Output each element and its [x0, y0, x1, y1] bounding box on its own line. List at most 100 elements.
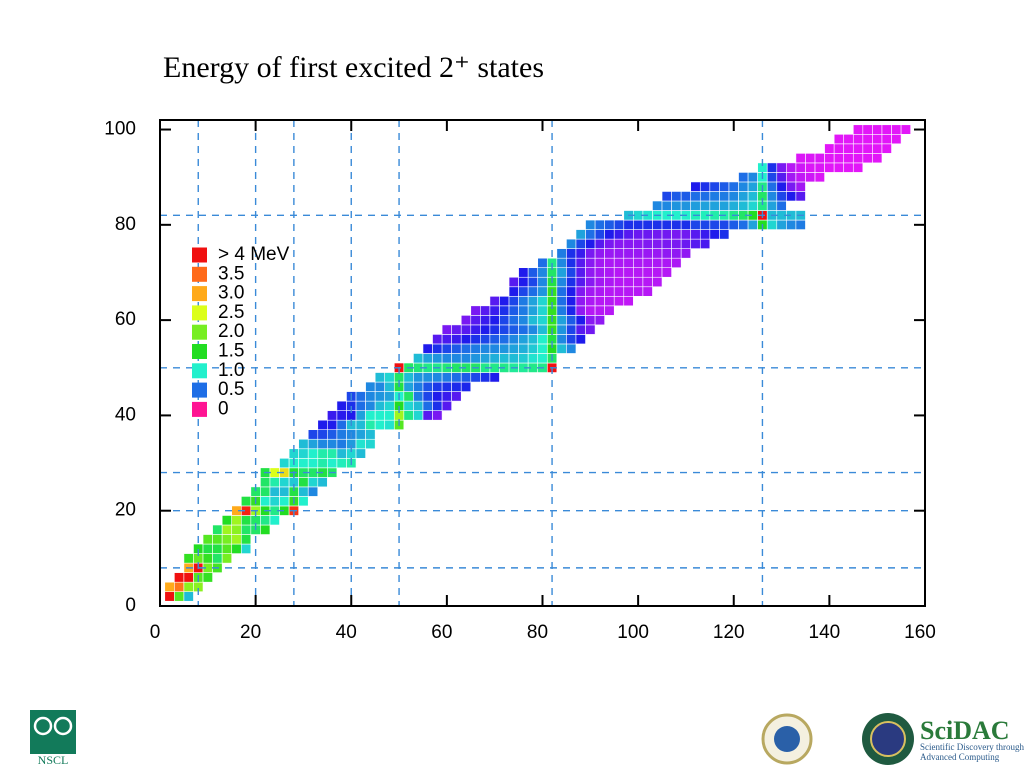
cell — [747, 200, 758, 211]
cell — [738, 200, 749, 211]
cell — [403, 372, 414, 383]
legend-swatch — [192, 382, 207, 398]
cell — [594, 295, 605, 307]
cell — [594, 229, 605, 240]
cell — [604, 295, 615, 307]
cell — [480, 343, 491, 354]
cell — [212, 524, 223, 535]
cell — [633, 286, 644, 297]
cell — [336, 419, 347, 431]
cell — [604, 238, 615, 249]
cell — [518, 305, 529, 316]
cell — [240, 524, 252, 535]
cell — [537, 324, 548, 335]
cell — [575, 229, 586, 240]
cell — [776, 200, 787, 211]
y-tick-label: 0 — [125, 595, 136, 616]
cell — [738, 172, 749, 183]
y-tick-label: 80 — [115, 214, 136, 235]
cell — [527, 315, 539, 326]
cell — [355, 438, 366, 450]
cell — [174, 572, 185, 583]
cell — [327, 410, 338, 421]
cell — [566, 305, 577, 316]
cell — [327, 457, 338, 469]
legend-label: 3.0 — [218, 283, 244, 304]
legend-label: 2.0 — [218, 321, 244, 342]
cell — [795, 181, 806, 192]
cell — [786, 191, 797, 202]
cell — [680, 248, 692, 259]
cell — [336, 400, 347, 411]
legend-swatch — [192, 344, 207, 359]
cell — [661, 238, 672, 249]
cell — [585, 315, 596, 326]
cell — [566, 286, 577, 297]
cell — [221, 543, 233, 554]
cell — [575, 334, 586, 345]
cell — [307, 477, 319, 488]
cell — [766, 181, 778, 192]
cell — [852, 162, 864, 173]
cell — [527, 267, 539, 278]
cell — [279, 496, 290, 507]
cell — [432, 381, 443, 392]
cell — [365, 410, 376, 421]
cell — [623, 267, 634, 278]
x-tick-label: 20 — [240, 622, 261, 643]
cell — [891, 133, 902, 145]
cell — [451, 381, 462, 392]
legend-label: 0 — [218, 398, 229, 419]
cell — [556, 295, 567, 307]
cell — [556, 276, 567, 288]
cell — [766, 200, 778, 211]
cell — [489, 305, 500, 316]
legend-swatch — [192, 305, 207, 321]
cell — [260, 486, 271, 497]
cell — [623, 238, 634, 249]
cell — [671, 248, 682, 259]
cell — [900, 124, 911, 135]
cell — [613, 229, 625, 240]
cell — [833, 133, 845, 145]
cell — [527, 276, 539, 288]
cell — [508, 343, 519, 354]
cell — [843, 133, 854, 145]
cell — [766, 162, 778, 173]
cell — [633, 267, 644, 278]
cell — [470, 324, 481, 335]
cell — [480, 353, 491, 364]
cell — [852, 143, 864, 154]
cell — [652, 229, 663, 240]
cell — [374, 410, 386, 421]
cell — [652, 276, 663, 288]
cell — [470, 353, 481, 364]
cell — [298, 486, 309, 497]
cell — [652, 267, 663, 278]
cell — [881, 133, 892, 145]
cell — [728, 181, 739, 192]
cell — [374, 372, 386, 383]
cell — [556, 286, 567, 297]
cell — [604, 248, 615, 259]
cell — [537, 343, 548, 354]
cell — [384, 410, 395, 421]
x-tick-label: 80 — [527, 622, 548, 643]
cell — [575, 286, 586, 297]
cell — [527, 353, 539, 364]
cell — [317, 477, 328, 488]
cell — [594, 219, 605, 230]
y-tick-label: 20 — [115, 500, 136, 521]
cell — [575, 248, 586, 259]
cell — [862, 153, 873, 164]
cell — [671, 200, 682, 211]
cell — [221, 553, 233, 564]
cell — [527, 334, 539, 345]
legend-label: > 4 MeV — [218, 244, 290, 265]
x-tick-label: 100 — [617, 622, 649, 643]
legend-label: 1.5 — [218, 341, 244, 362]
cell — [432, 353, 443, 364]
cell — [518, 334, 529, 345]
cell — [699, 238, 711, 249]
cell — [699, 219, 711, 230]
